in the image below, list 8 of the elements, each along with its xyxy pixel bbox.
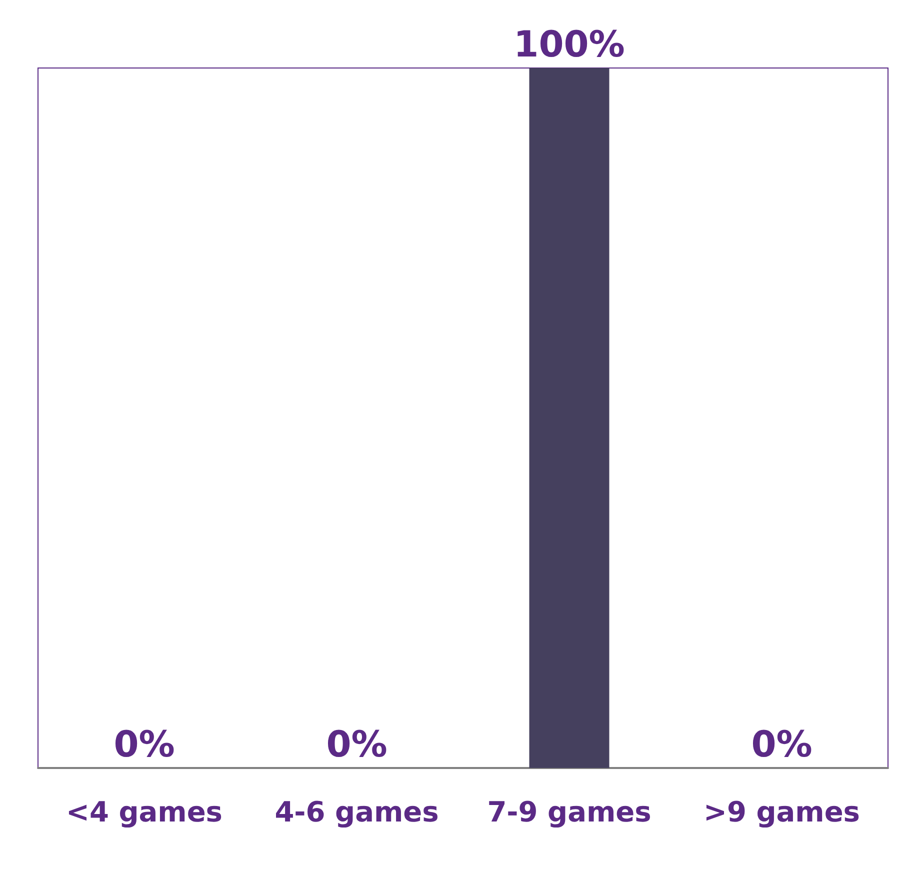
x-tick-label: 4-6 games bbox=[274, 796, 439, 828]
x-tick-label: >9 games bbox=[704, 796, 860, 828]
x-tick-label: <4 games bbox=[66, 796, 222, 828]
data-label: 0% bbox=[326, 724, 388, 766]
data-label: 100% bbox=[514, 24, 625, 66]
x-tick-label: 7-9 games bbox=[487, 796, 652, 828]
data-label: 0% bbox=[751, 724, 812, 766]
data-label: 0% bbox=[114, 724, 175, 766]
